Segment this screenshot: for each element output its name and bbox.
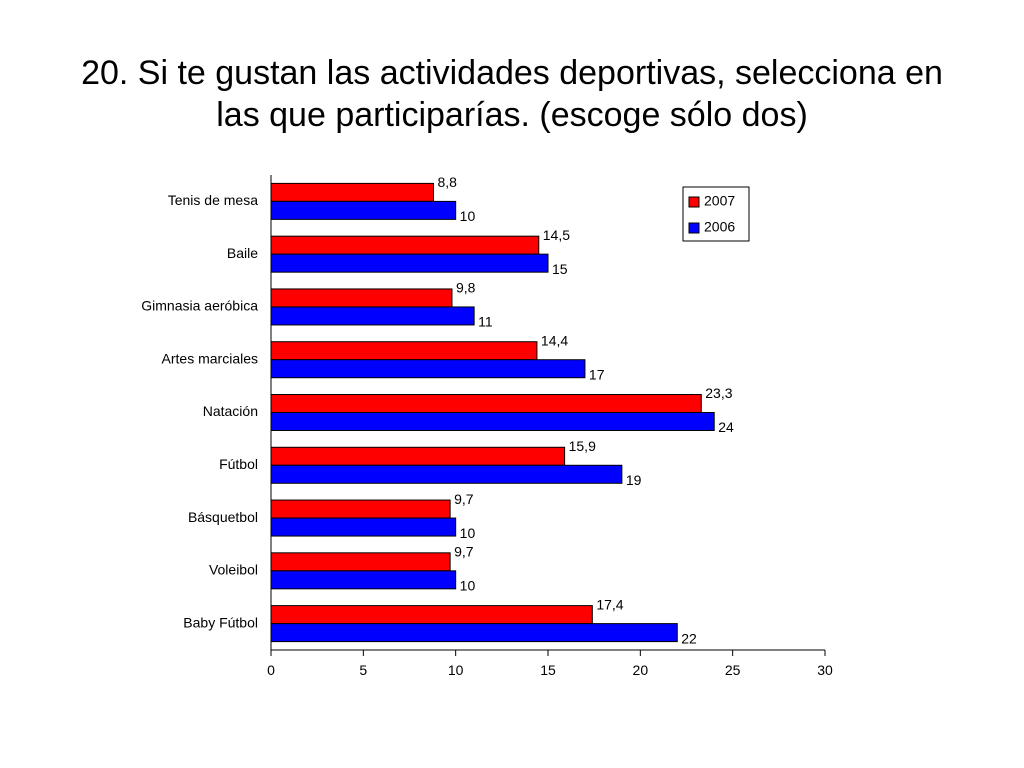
data-label: 14,5 xyxy=(543,227,570,243)
bar-2007 xyxy=(270,605,593,625)
bar-2007 xyxy=(270,182,435,202)
bar-2007 xyxy=(270,394,702,413)
x-axis: 0 5 10 15 20 25 30 xyxy=(267,175,833,678)
x-tick-label: 20 xyxy=(633,662,649,678)
labels-layer: Tenis de mesa 8,8 10 Baile 14,5 15 Gimnasia ae… xyxy=(141,174,734,646)
bar-2006 xyxy=(270,570,457,590)
x-tick-label: 30 xyxy=(817,662,833,678)
category-label: Básquetbol xyxy=(188,509,258,525)
data-label: 15 xyxy=(552,261,568,277)
bar-2007 xyxy=(270,341,538,361)
bar-2006 xyxy=(270,306,475,326)
data-label: 10 xyxy=(460,208,476,224)
data-label: 10 xyxy=(460,525,476,541)
data-label: 15,9 xyxy=(569,438,596,454)
bar-2006 xyxy=(270,412,715,431)
category-label: Artes marciales xyxy=(162,350,258,366)
bar-2007 xyxy=(270,288,453,308)
data-label: 8,8 xyxy=(438,174,458,190)
data-label: 14,4 xyxy=(541,332,568,348)
category-label: Natación xyxy=(203,403,258,419)
bar-2006 xyxy=(270,359,586,379)
category-label: Baile xyxy=(227,245,258,261)
slide-title-line-2: las que participarías. (escoge sólo dos) xyxy=(216,96,808,134)
legend-label: 2007 xyxy=(704,193,735,209)
x-tick-label: 25 xyxy=(725,662,741,678)
x-tick-label: 0 xyxy=(267,662,275,678)
slide-title: 20. Si te gustan las actividades deporti… xyxy=(40,52,984,136)
bar-2007 xyxy=(270,499,451,519)
data-label: 9,7 xyxy=(454,544,474,560)
category-label: Baby Fútbol xyxy=(183,614,258,630)
data-label: 9,7 xyxy=(454,491,474,507)
data-label: 11 xyxy=(478,314,493,330)
category-label: Fútbol xyxy=(219,456,258,472)
slide-title-line-1: 20. Si te gustan las actividades deporti… xyxy=(81,54,943,92)
legend-label: 2006 xyxy=(704,219,735,235)
x-tick-label: 15 xyxy=(540,662,556,678)
category-label: Voleibol xyxy=(209,562,258,578)
legend-swatch-2006 xyxy=(688,222,700,234)
data-label: 19 xyxy=(626,472,642,488)
bar-2006 xyxy=(270,623,678,643)
data-label: 10 xyxy=(460,578,476,594)
category-label: Gimnasia aeróbica xyxy=(141,298,258,314)
bar-2007 xyxy=(270,235,540,255)
bar-2006 xyxy=(270,200,457,220)
data-label: 23,3 xyxy=(705,385,732,401)
category-label: Tenis de mesa xyxy=(168,192,258,208)
x-tick-label: 5 xyxy=(359,662,367,678)
data-label: 9,8 xyxy=(456,280,476,296)
data-label: 24 xyxy=(718,419,734,435)
legend: 2007 2006 xyxy=(682,186,750,242)
bar-2007 xyxy=(270,552,451,572)
x-tick-label: 10 xyxy=(448,662,464,678)
data-label: 22 xyxy=(681,630,697,646)
legend-swatch-2007 xyxy=(688,196,700,208)
bar-2006 xyxy=(270,253,549,273)
data-label: 17,4 xyxy=(596,596,623,612)
bar-2006 xyxy=(270,464,623,484)
bars-layer xyxy=(270,182,715,643)
data-label: 17 xyxy=(589,366,605,382)
bar-2006 xyxy=(270,517,457,537)
bar-2007 xyxy=(270,446,566,466)
